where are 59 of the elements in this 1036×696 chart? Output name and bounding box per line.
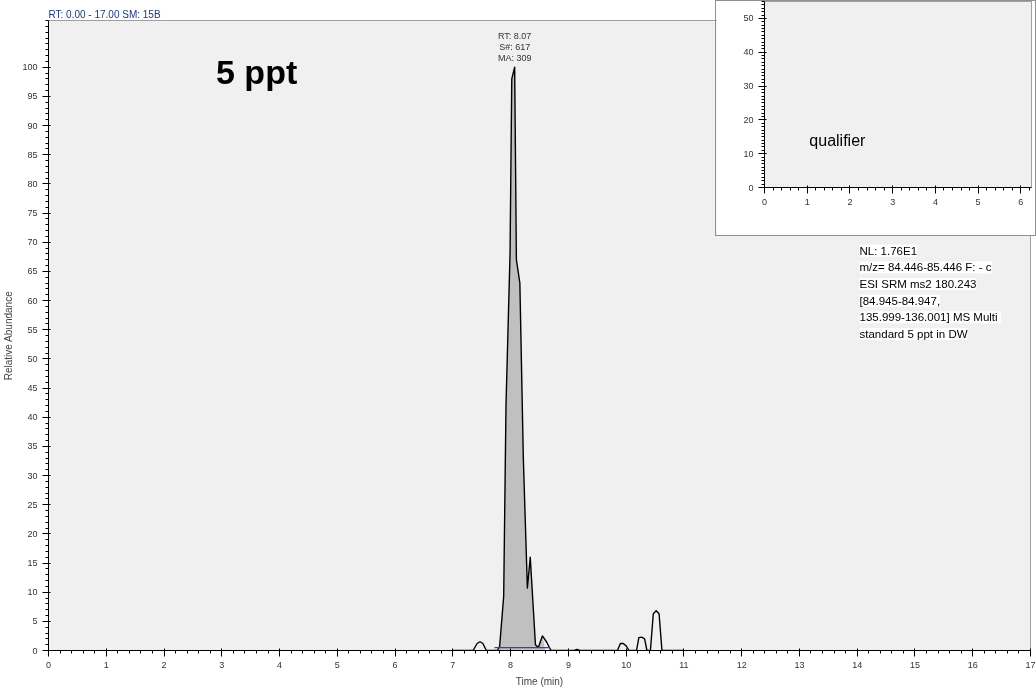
x-tick-label: 1: [103, 659, 109, 670]
y-tick-label: 85: [27, 149, 38, 160]
y-tick-label: 0: [32, 645, 38, 656]
x-tick-label: 3: [890, 196, 896, 207]
x-axis-title: Time (min): [515, 675, 564, 687]
x-tick-label: 9: [565, 659, 571, 670]
y-tick-label: 30: [27, 470, 38, 481]
y-tick-label: 25: [27, 499, 38, 510]
y-axis-title: Relative Abundance: [3, 290, 15, 381]
y-tick-label: 20: [27, 528, 38, 539]
x-tick-label: 5: [334, 659, 340, 670]
y-tick-label: 55: [27, 324, 38, 335]
x-tick-label: 10: [621, 659, 632, 670]
x-tick-label: 7: [450, 659, 456, 670]
y-tick-label: 65: [27, 266, 38, 277]
y-tick-label: 10: [743, 148, 754, 159]
annotation: RT: 8.07 S#: 617 MA: 309: [497, 31, 532, 64]
x-tick-label: 3: [219, 659, 225, 670]
text: RT: 0.00 - 17.00 SM: 15B: [48, 8, 161, 20]
y-tick-label: 5: [32, 616, 38, 627]
x-tick-label: 8: [508, 659, 514, 670]
y-tick-label: 75: [27, 208, 38, 218]
text: 5 ppt: [216, 52, 298, 91]
x-tick-label: 2: [161, 659, 167, 670]
x-tick-label: 12: [736, 659, 747, 670]
y-tick-label: 50: [27, 353, 38, 364]
x-tick-label: 11: [679, 659, 689, 670]
y-tick-label: 10: [27, 587, 38, 598]
y-tick-label: 0: [748, 182, 754, 193]
y-tick-label: 45: [27, 383, 38, 393]
y-tick-label: 50: [743, 13, 754, 24]
annotation: qualifier: [809, 131, 867, 149]
x-tick-label: 15: [909, 659, 920, 670]
y-tick-label: 40: [743, 47, 754, 58]
x-tick-label: 4: [932, 196, 938, 207]
y-tick-label: 60: [27, 295, 38, 306]
x-tick-label: 0: [46, 659, 52, 670]
y-tick-label: 100: [22, 62, 38, 73]
x-tick-label: 6: [1018, 196, 1024, 207]
x-tick-label: 2: [847, 196, 853, 207]
y-tick-label: 70: [27, 237, 38, 248]
y-tick-label: 30: [743, 81, 754, 92]
y-tick-label: 90: [27, 120, 38, 131]
x-tick-label: 14: [852, 659, 863, 670]
annotation: NL: 1.76E1 m/z= 84.446-85.446 F: - c ESI SRM ms2 180.243 [84.945-84.947, 135.999-136.001] MS Multi standard 5 ppt in DW: [859, 244, 998, 340]
x-tick-label: 1: [804, 196, 810, 207]
y-tick-label: 20: [743, 114, 754, 125]
x-tick-label: 0: [762, 196, 768, 207]
x-tick-label: 5: [975, 196, 981, 207]
x-tick-label: 4: [277, 659, 283, 670]
y-tick-label: 15: [27, 558, 38, 568]
y-tick-label: 95: [27, 91, 38, 102]
y-tick-label: 40: [27, 412, 38, 423]
x-tick-label: 6: [392, 659, 398, 670]
y-tick-label: 80: [27, 178, 38, 189]
x-tick-label: 13: [794, 659, 805, 670]
x-tick-label: 17: [1025, 659, 1036, 670]
x-tick-label: 16: [967, 659, 978, 670]
y-tick-label: 35: [27, 441, 38, 452]
